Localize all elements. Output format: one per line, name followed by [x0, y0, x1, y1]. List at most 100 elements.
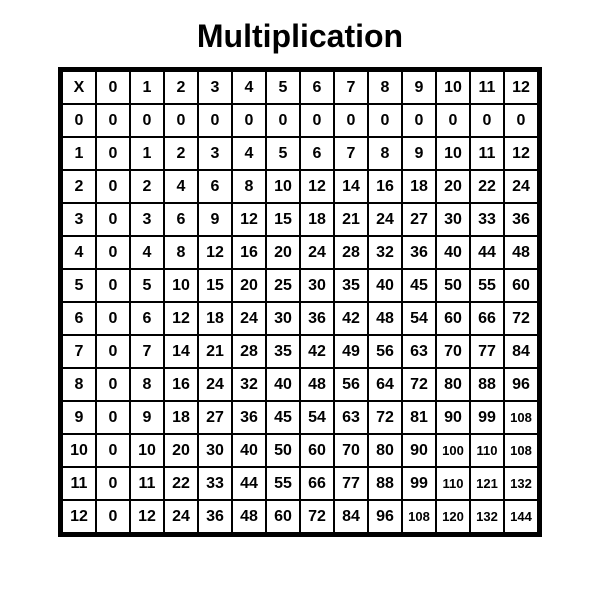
table-cell: 14: [334, 170, 368, 203]
table-cell: 0: [470, 104, 504, 137]
table-cell: 110: [436, 467, 470, 500]
table-cell: 0: [504, 104, 538, 137]
table-cell: 14: [164, 335, 198, 368]
table-cell: 40: [232, 434, 266, 467]
table-cell: 2: [164, 71, 198, 104]
table-cell: 9: [402, 137, 436, 170]
table-cell: 44: [470, 236, 504, 269]
table-cell: 72: [368, 401, 402, 434]
table-cell: 10: [62, 434, 96, 467]
table-cell: 0: [96, 302, 130, 335]
table-cell: 2: [164, 137, 198, 170]
table-cell: 110: [470, 434, 504, 467]
table-cell: 6: [130, 302, 164, 335]
table-cell: 45: [402, 269, 436, 302]
table-cell: 1: [130, 137, 164, 170]
table-cell: 28: [334, 236, 368, 269]
table-cell: 0: [96, 104, 130, 137]
table-cell: 3: [198, 71, 232, 104]
table-cell: 5: [266, 137, 300, 170]
multiplication-table: X012345678910111200000000000000101234567…: [61, 70, 539, 534]
table-cell: 80: [368, 434, 402, 467]
table-cell: 28: [232, 335, 266, 368]
table-cell: 18: [164, 401, 198, 434]
table-cell: 132: [470, 500, 504, 533]
table-cell: 0: [96, 467, 130, 500]
table-cell: 2: [130, 170, 164, 203]
table-cell: 72: [504, 302, 538, 335]
table-cell: 48: [232, 500, 266, 533]
table-cell: 12: [62, 500, 96, 533]
table-cell: 2: [62, 170, 96, 203]
table-cell: 18: [198, 302, 232, 335]
table-cell: 0: [96, 203, 130, 236]
table-cell: 18: [402, 170, 436, 203]
table-row: 10123456789101112: [62, 137, 538, 170]
table-cell: 7: [130, 335, 164, 368]
table-cell: 12: [504, 137, 538, 170]
table-cell: 9: [402, 71, 436, 104]
table-cell: 10: [266, 170, 300, 203]
table-cell: 42: [334, 302, 368, 335]
table-cell: 77: [334, 467, 368, 500]
table-cell: 0: [96, 368, 130, 401]
table-cell: 12: [130, 500, 164, 533]
table-cell: 0: [96, 236, 130, 269]
table-cell: 30: [266, 302, 300, 335]
table-cell: 7: [334, 137, 368, 170]
table-cell: 40: [436, 236, 470, 269]
table-row: 00000000000000: [62, 104, 538, 137]
table-cell: 0: [130, 104, 164, 137]
table-cell: 3: [62, 203, 96, 236]
table-cell: 99: [470, 401, 504, 434]
table-cell: 96: [368, 500, 402, 533]
table-cell: 54: [402, 302, 436, 335]
table-cell: 12: [300, 170, 334, 203]
table-cell: 132: [504, 467, 538, 500]
table-cell: 77: [470, 335, 504, 368]
table-cell: 36: [504, 203, 538, 236]
table-cell: 60: [300, 434, 334, 467]
table-cell: 1: [130, 71, 164, 104]
table-cell: 60: [436, 302, 470, 335]
table-cell: 70: [334, 434, 368, 467]
table-cell: 0: [96, 335, 130, 368]
table-cell: 0: [266, 104, 300, 137]
table-cell: 10: [436, 137, 470, 170]
table-cell: 25: [266, 269, 300, 302]
table-cell: 30: [300, 269, 334, 302]
table-cell: 96: [504, 368, 538, 401]
table-cell: 3: [198, 137, 232, 170]
table-cell: 5: [130, 269, 164, 302]
table-cell: 11: [470, 137, 504, 170]
table-row: 5051015202530354045505560: [62, 269, 538, 302]
table-cell: 81: [402, 401, 436, 434]
table-cell: 144: [504, 500, 538, 533]
table-cell: 15: [266, 203, 300, 236]
table-cell: 21: [334, 203, 368, 236]
table-cell: 90: [402, 434, 436, 467]
table-cell: 11: [130, 467, 164, 500]
table-cell: 27: [402, 203, 436, 236]
table-cell: 40: [368, 269, 402, 302]
table-cell: 4: [164, 170, 198, 203]
table-cell: 9: [62, 401, 96, 434]
table-cell: 16: [368, 170, 402, 203]
table-cell: 6: [300, 71, 334, 104]
table-cell: 15: [198, 269, 232, 302]
table-cell: 8: [232, 170, 266, 203]
table-cell: 9: [130, 401, 164, 434]
table-cell: 8: [164, 236, 198, 269]
table-cell: 100: [436, 434, 470, 467]
table-cell: 4: [130, 236, 164, 269]
table-cell: 90: [436, 401, 470, 434]
table-row: 7071421283542495663707784: [62, 335, 538, 368]
table-cell: 0: [96, 71, 130, 104]
table-cell: 50: [436, 269, 470, 302]
table-cell: 45: [266, 401, 300, 434]
table-cell: 48: [300, 368, 334, 401]
table-cell: 12: [504, 71, 538, 104]
table-cell: 6: [198, 170, 232, 203]
table-cell: 20: [164, 434, 198, 467]
table-cell: 56: [368, 335, 402, 368]
